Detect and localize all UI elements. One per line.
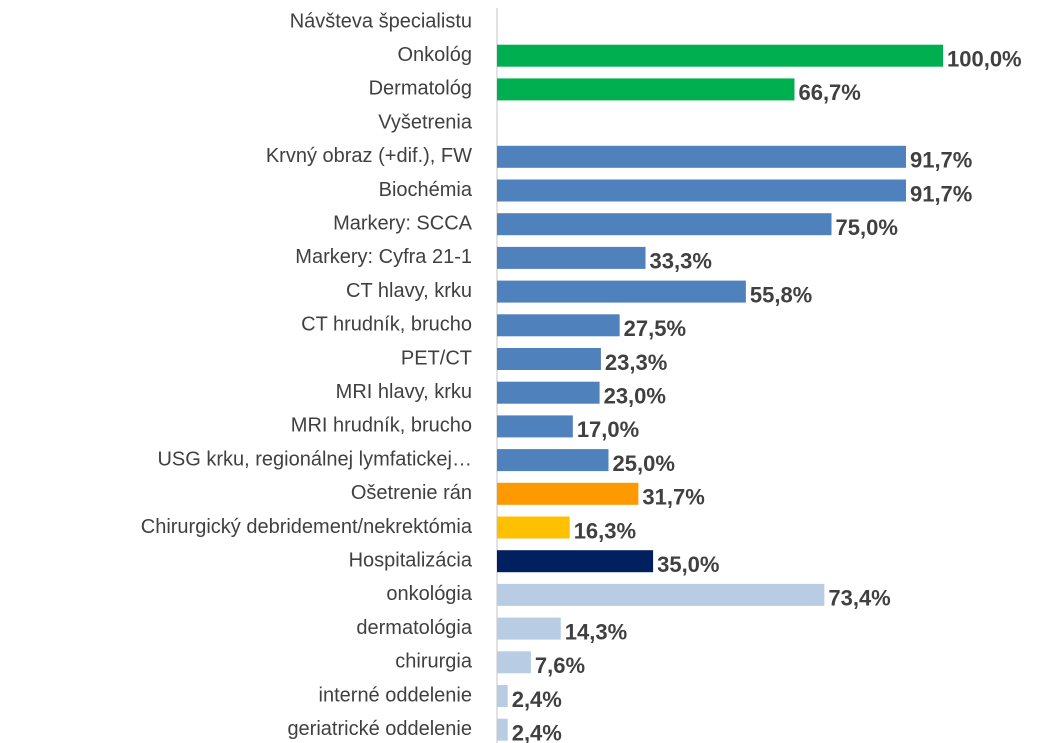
category-label: Onkológ: [398, 44, 473, 66]
category-label: MRI hlavy, krku: [336, 381, 472, 403]
bar: [497, 718, 508, 741]
bar: [497, 583, 825, 606]
category-label: MRI hrudník, brucho: [291, 415, 472, 437]
bar: [497, 685, 508, 707]
category-label: Markery: SCCA: [333, 212, 473, 234]
data-label: 2,4%: [512, 721, 562, 743]
category-label: Návšteva špecialistu: [290, 10, 472, 32]
bar: [497, 44, 943, 67]
data-label: 16,3%: [574, 518, 636, 543]
bar: [497, 314, 620, 337]
bar: [497, 145, 906, 168]
data-label: 25,0%: [613, 451, 675, 476]
data-label: 66,7%: [798, 80, 860, 105]
data-label: 31,7%: [642, 485, 704, 510]
bar: [497, 246, 646, 269]
bar: [497, 179, 906, 202]
category-label: Hospitalizácia: [349, 549, 473, 571]
bar: [497, 550, 654, 573]
bar: [497, 213, 832, 236]
data-label: 75,0%: [836, 215, 898, 240]
category-label: geriatrické oddelenie: [287, 718, 472, 740]
bar: [497, 381, 600, 404]
data-label: 73,4%: [828, 586, 890, 611]
bar: [497, 348, 601, 370]
category-label: CT hrudník, brucho: [301, 314, 472, 336]
data-label: 35,0%: [657, 552, 719, 577]
category-label: CT hlavy, krku: [346, 280, 472, 302]
data-label: 55,8%: [750, 282, 812, 307]
data-label: 14,3%: [565, 619, 627, 644]
bar: [497, 78, 795, 101]
data-label: 91,7%: [910, 148, 972, 173]
bar: [497, 482, 639, 505]
data-label: 91,7%: [910, 181, 972, 206]
data-label: 33,3%: [650, 249, 712, 274]
bar: [497, 651, 531, 674]
data-label: 17,0%: [577, 417, 639, 442]
category-label: Markery: Cyfra 21-1: [295, 246, 472, 268]
bar: [497, 516, 570, 539]
data-label: 23,3%: [605, 350, 667, 375]
bar: [497, 415, 573, 438]
category-label: dermatológia: [356, 617, 473, 639]
category-label: Dermatológ: [369, 78, 472, 100]
category-label: Ošetrenie rán: [351, 482, 472, 504]
category-label: Chirurgický debridement/nekrektómia: [141, 516, 473, 538]
category-label: interné oddelenie: [319, 684, 472, 706]
category-label: Vyšetrenia: [378, 111, 473, 133]
data-label: 23,0%: [604, 384, 666, 409]
category-label: USG krku, regionálnej lymfatickej…: [157, 448, 472, 470]
category-label: Biochémia: [379, 179, 473, 201]
data-label: 27,5%: [624, 316, 686, 341]
bar: [497, 449, 609, 472]
data-label: 100,0%: [947, 47, 1022, 72]
category-label: chirurgia: [395, 651, 473, 673]
category-label: PET/CT: [401, 347, 472, 369]
bar: [497, 617, 561, 640]
category-label: onkológia: [386, 583, 473, 605]
data-label: 2,4%: [512, 687, 562, 712]
data-label: 7,6%: [535, 653, 585, 678]
bar: [497, 280, 746, 303]
category-label: Krvný obraz (+dif.), FW: [266, 145, 472, 167]
